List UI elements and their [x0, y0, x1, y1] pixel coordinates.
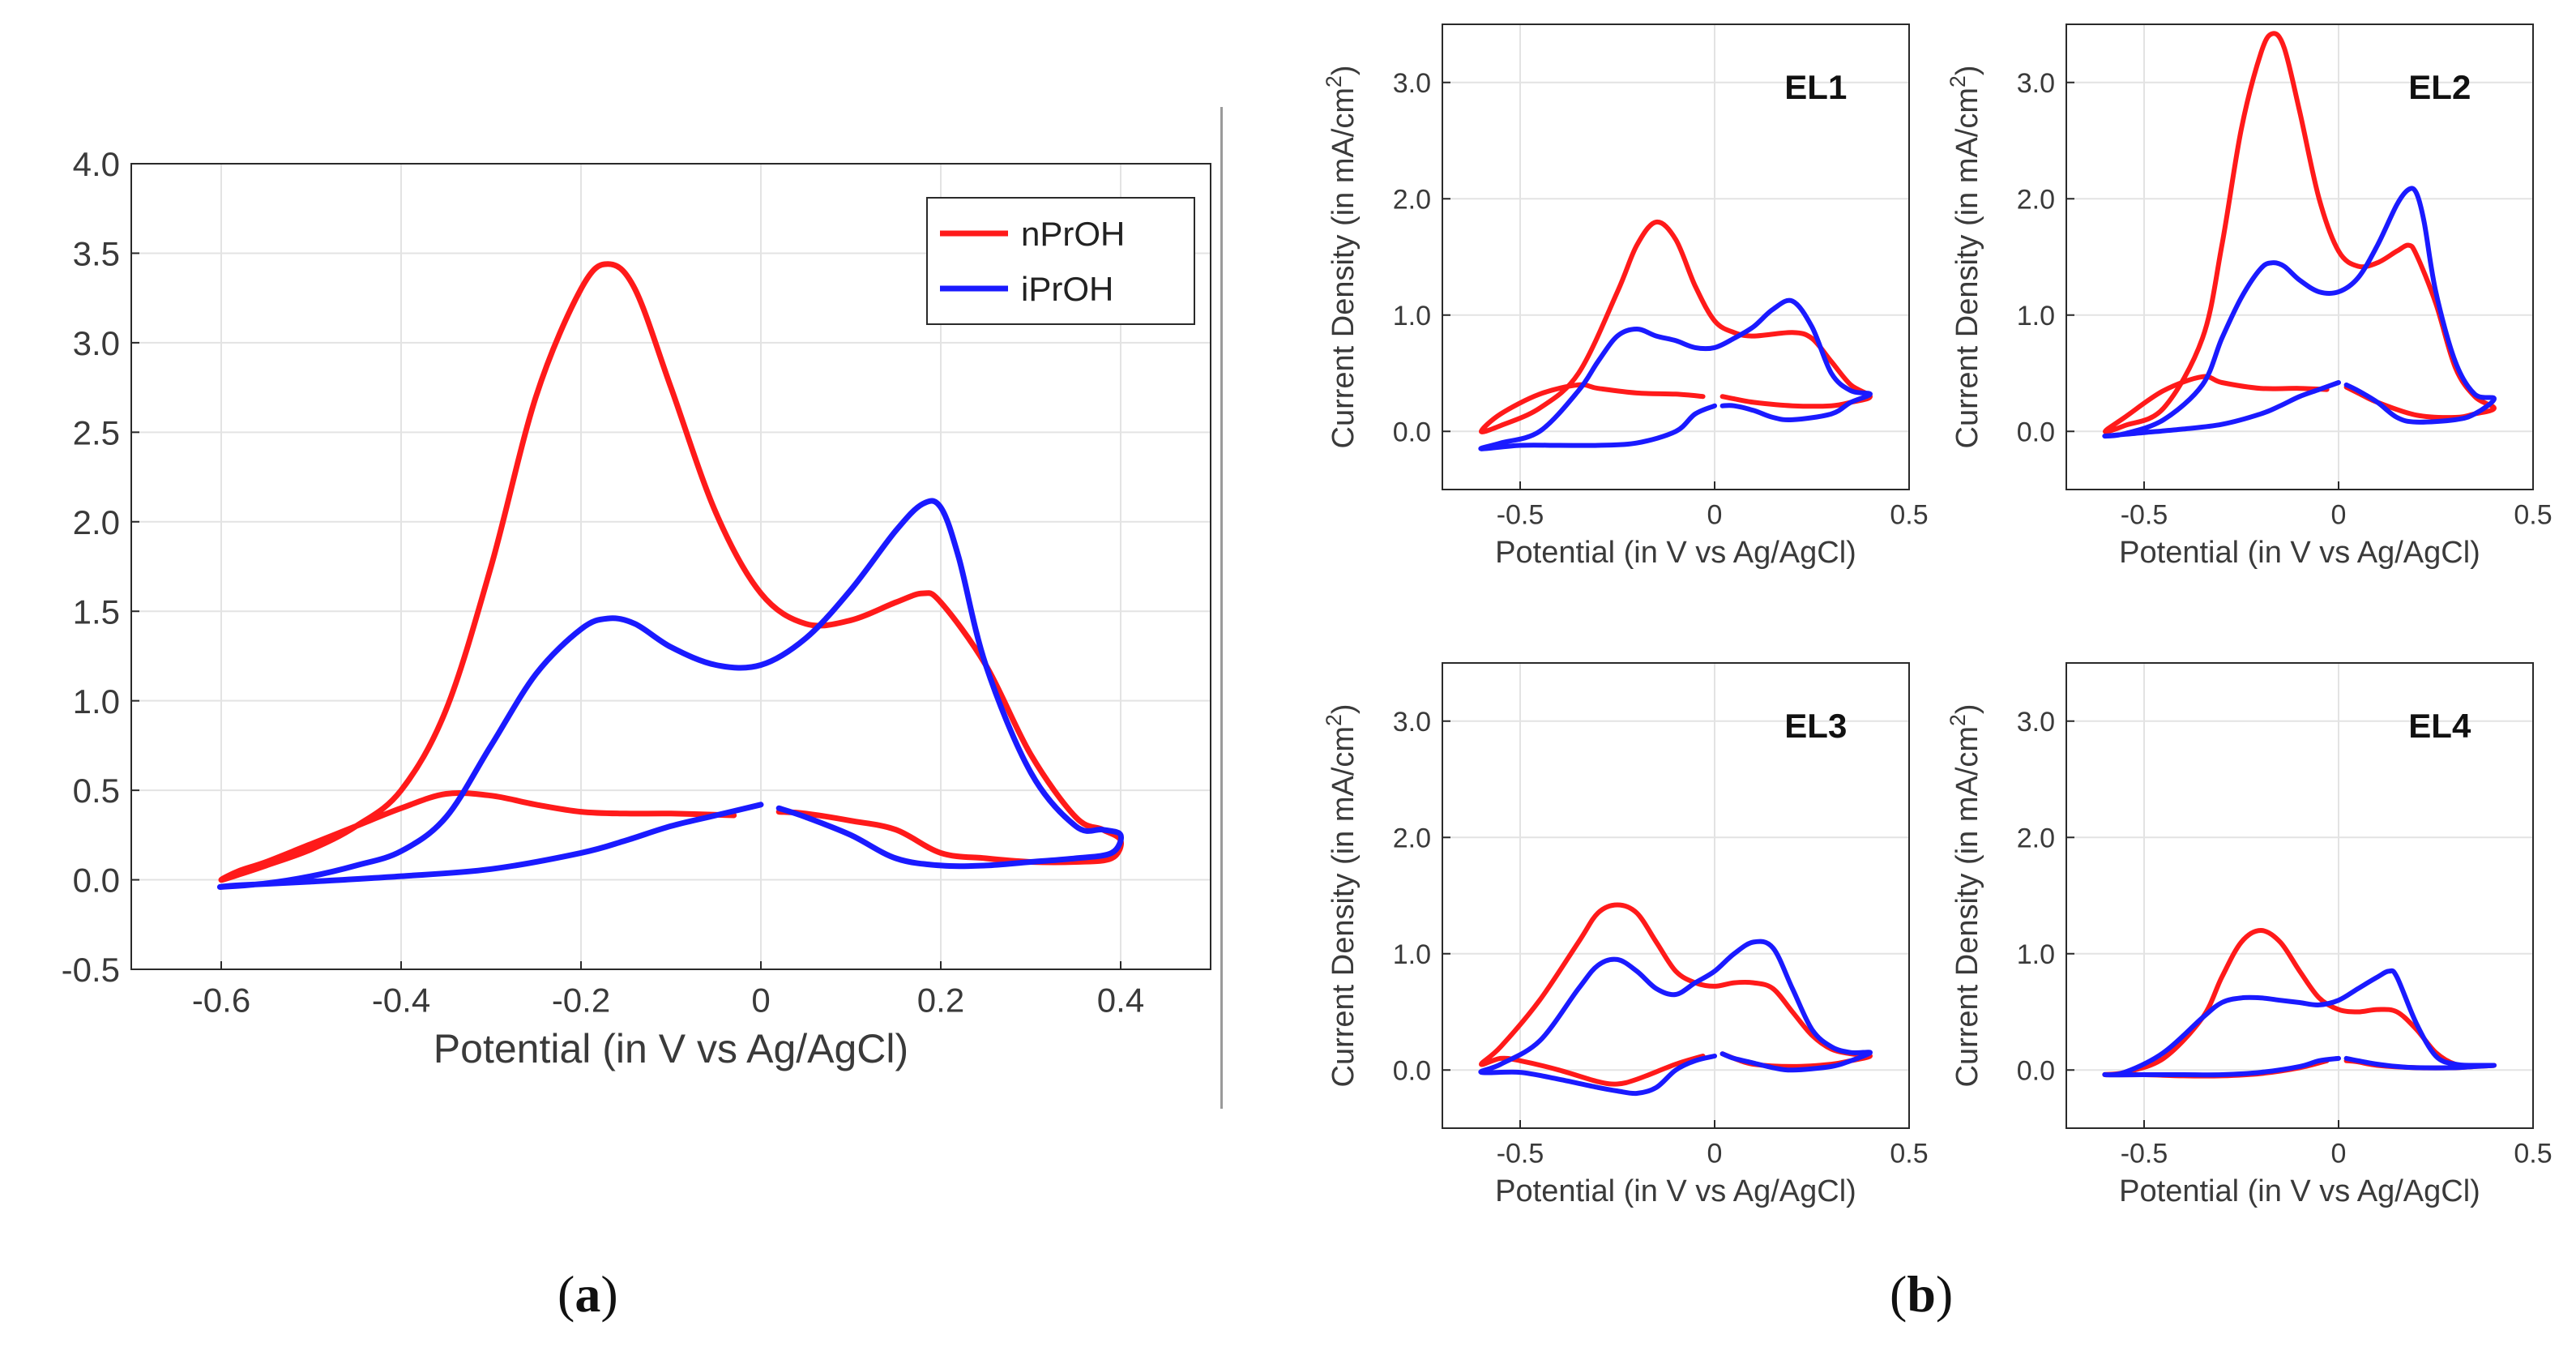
x-tick-label: 0.2 [917, 981, 964, 1020]
panel-a-label: (a) [557, 1265, 618, 1323]
y-tick-label: 1.0 [1393, 939, 1431, 970]
panel-annotation: EL3 [1784, 707, 1847, 745]
y-tick-label: 3.0 [2017, 707, 2055, 738]
y-tick-label: 2.0 [73, 503, 120, 541]
x-axis-title: Potential (in V vs Ag/AgCl) [1495, 536, 1856, 570]
chart-el2: -0.5 0 0.5 0.0 1.0 2.0 3.0 Potential (in V vs A… [1946, 24, 2553, 570]
y-axis-title: Current Density (in mA/cm2) [1946, 66, 1984, 449]
y-tick-label: 1.5 [73, 592, 120, 631]
legend-box [926, 197, 1195, 325]
chart-el1: -0.5 0 0.5 0.0 1.0 2.0 3.0 Potential (in V vs A… [1322, 24, 1929, 570]
y-tick-label: 1.0 [2017, 301, 2055, 331]
panel-b-label: (b) [1890, 1265, 1954, 1323]
x-tick-label: -0.5 [2121, 1139, 2168, 1170]
y-tick-label: 4.0 [73, 145, 120, 183]
y-tick-label: 0.0 [1393, 1055, 1431, 1086]
plot-frame [2065, 24, 2534, 490]
legend-label-nproh: nPrOH [1021, 215, 1125, 253]
x-tick-label: -0.2 [552, 981, 610, 1020]
panel-annotation: EL1 [1784, 68, 1847, 106]
plot-frame [1442, 24, 1910, 490]
y-tick-label: 0.0 [73, 862, 120, 900]
y-tick-label: 2.0 [2017, 184, 2055, 215]
y-tick-label: 3.0 [73, 324, 120, 362]
x-tick-label: 0.5 [1890, 1139, 1928, 1170]
y-tick-label: -0.5 [62, 951, 120, 989]
x-tick-label: 0 [751, 981, 770, 1020]
y-tick-label: 3.0 [1393, 68, 1431, 99]
x-axis-title: Potential (in V vs Ag/AgCl) [1495, 1174, 1856, 1208]
x-tick-label: 0.5 [2514, 500, 2552, 531]
y-axis-title: Current Density (in mA/cm2) [1322, 66, 1361, 449]
x-axis-title: Potential (in V vs Ag/AgCl) [2119, 536, 2480, 570]
y-axis-title: Current Density (in mA/cm2) [1322, 704, 1361, 1088]
y-tick-label: 3.0 [1393, 707, 1431, 738]
x-tick-label: 0.5 [1890, 500, 1928, 531]
x-tick-label: -0.6 [192, 981, 250, 1020]
series-line-iproh [1478, 297, 1873, 451]
panel-annotation: EL2 [2408, 68, 2471, 106]
x-tick-label: 0 [2331, 500, 2347, 531]
x-tick-label: -0.5 [2121, 500, 2168, 531]
x-tick-label: 0.4 [1097, 981, 1144, 1020]
y-tick-label: 0.5 [73, 772, 120, 810]
panel-annotation: EL4 [2408, 707, 2471, 745]
panel-b-letter: b [1907, 1265, 1936, 1323]
y-tick-label: 2.0 [1393, 184, 1431, 215]
y-tick-label: 0.0 [2017, 417, 2055, 447]
chart-el3: -0.5 0 0.5 0.0 1.0 2.0 3.0 Potential (in V vs A… [1322, 662, 1929, 1208]
chart-a: -0.6 -0.4 -0.2 0 0.2 0.4 -0.5 0.0 0.5 1.0 1.5 2.0 2.… [62, 145, 1211, 1071]
x-tick-label: 0 [1707, 1139, 1723, 1170]
series-line-iproh [2102, 186, 2497, 439]
series-line-iproh [2102, 968, 2497, 1078]
plot-frame [130, 163, 1211, 970]
chart-el4: -0.5 0 0.5 0.0 1.0 2.0 3.0 Potential (in V vs A… [1946, 662, 2553, 1208]
y-tick-label: 1.0 [73, 682, 120, 721]
y-tick-label: 0.0 [2017, 1055, 2055, 1086]
series-line-nproh [218, 261, 1124, 883]
x-tick-label: 0 [1707, 500, 1723, 531]
y-tick-label: 1.0 [2017, 939, 2055, 970]
y-tick-label: 2.0 [1393, 823, 1431, 853]
y-tick-label: 2.5 [73, 413, 120, 451]
series-line-iproh [1478, 939, 1873, 1097]
y-tick-label: 3.5 [73, 235, 120, 273]
y-tick-label: 3.0 [2017, 68, 2055, 99]
plot-frame [1442, 662, 1910, 1129]
x-axis-title: Potential (in V vs Ag/AgCl) [434, 1026, 908, 1071]
x-tick-label: 0 [2331, 1139, 2347, 1170]
y-tick-label: 1.0 [1393, 301, 1431, 331]
x-tick-label: -0.5 [1497, 500, 1544, 531]
y-axis-title: Current Density (in mA/cm2) [1946, 704, 1984, 1088]
y-tick-label: 2.0 [2017, 823, 2055, 853]
x-tick-label: 0.5 [2514, 1139, 2552, 1170]
legend: nPrOH iPrOH [926, 197, 1195, 325]
x-tick-label: -0.5 [1497, 1139, 1544, 1170]
series-line-iproh [217, 498, 1124, 890]
series-line-nproh [2103, 31, 2497, 434]
plot-frame [2065, 662, 2534, 1129]
x-axis-title: Potential (in V vs Ag/AgCl) [2119, 1174, 2480, 1208]
x-tick-label: -0.4 [372, 981, 430, 1020]
panel-a-letter: a [575, 1265, 601, 1323]
legend-label-iproh: iPrOH [1021, 270, 1113, 308]
y-tick-label: 0.0 [1393, 417, 1431, 447]
panel-divider [1220, 107, 1223, 1109]
